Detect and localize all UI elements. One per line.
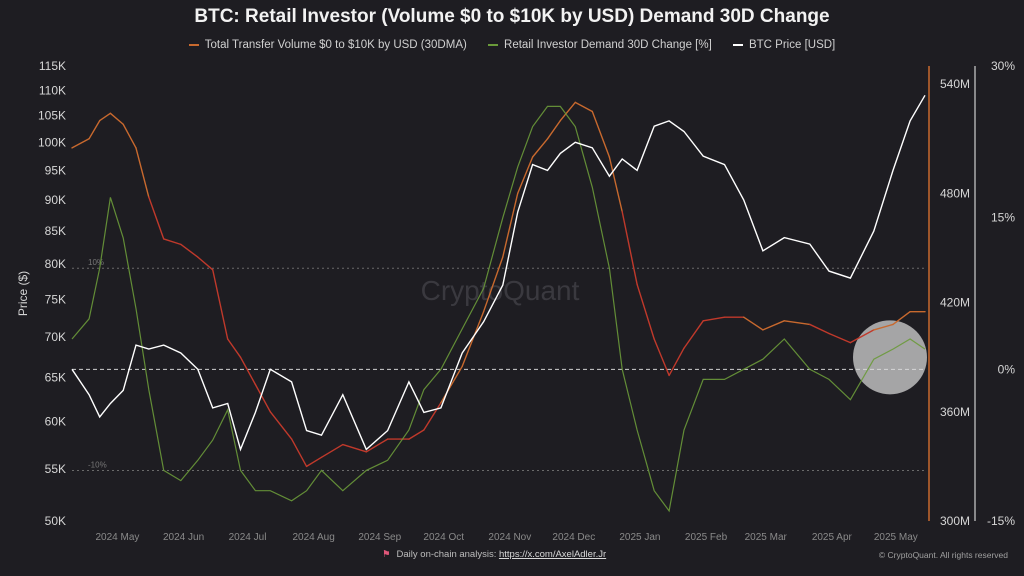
volume-series-segment — [784, 321, 810, 325]
y-tick-price: 115K — [39, 59, 66, 73]
volume-series-segment — [292, 439, 307, 466]
volume-series-segment — [72, 139, 89, 148]
y-tick-price: 85K — [45, 224, 66, 238]
volume-series-segment — [228, 339, 241, 357]
highlight-circle — [853, 320, 927, 394]
x-tick: 2024 Sep — [358, 532, 401, 543]
volume-series-segment — [575, 102, 592, 111]
x-tick: 2025 Feb — [685, 532, 728, 543]
x-tick: 2024 Nov — [488, 532, 531, 543]
volume-series-segment — [609, 157, 622, 212]
y-tick-price: 75K — [45, 293, 66, 307]
price-series-line — [72, 95, 925, 449]
x-tick: 2025 May — [874, 532, 918, 543]
volume-series-segment — [149, 197, 164, 239]
footer-copyright: © CryptoQuant. All rights reserved — [879, 550, 1008, 560]
volume-series-segment — [637, 284, 654, 339]
demand-series-line — [72, 106, 925, 511]
volume-series-segment — [669, 348, 684, 375]
y-tick-price: 100K — [38, 135, 66, 149]
x-tick: 2024 Jun — [163, 532, 204, 543]
reference-label: 10% — [88, 258, 104, 267]
x-tick: 2025 Apr — [812, 532, 853, 543]
y-tick-volume: 300M — [940, 514, 970, 528]
volume-series-segment — [592, 112, 609, 158]
volume-series-segment — [322, 445, 343, 458]
footer-link[interactable]: https://x.com/AxelAdler.Jr — [499, 549, 606, 560]
volume-series-segment — [343, 445, 366, 452]
volume-series-segment — [198, 257, 213, 270]
footer-prefix: Daily on-chain analysis: — [397, 549, 497, 560]
volume-series-segment — [763, 321, 784, 330]
volume-series-segment — [213, 270, 228, 339]
volume-series-segment — [622, 212, 637, 285]
volume-series-segment — [548, 121, 561, 139]
volume-series-segment — [560, 102, 575, 120]
volume-series-segment — [684, 321, 703, 348]
y-tick-price: 65K — [45, 371, 66, 385]
y-tick-price: 110K — [39, 83, 66, 97]
volume-series-segment — [110, 113, 123, 124]
volume-series-segment — [307, 457, 322, 466]
y-tick-price: 90K — [45, 193, 66, 207]
y-tick-volume: 360M — [940, 405, 970, 419]
y-tick-price: 105K — [38, 109, 66, 123]
y-tick-price: 80K — [45, 257, 66, 271]
highlight-layer — [853, 320, 927, 394]
x-tick: 2024 Jul — [229, 532, 267, 543]
volume-series-segment — [744, 317, 763, 330]
x-tick: 2024 Aug — [293, 532, 335, 543]
footer-left: ⚑ Daily on-chain analysis: https://x.com/… — [382, 549, 606, 560]
y-tick-demand: 30% — [991, 59, 1015, 73]
y-tick-demand: -15% — [987, 514, 1015, 528]
y-tick-volume: 480M — [940, 186, 970, 200]
volume-series-segment — [100, 113, 111, 120]
reference-label: -10% — [88, 460, 107, 469]
volume-series-segment — [441, 366, 462, 402]
x-tick: 2025 Mar — [745, 532, 788, 543]
x-tick: 2025 Jan — [619, 532, 660, 543]
volume-series-segment — [409, 430, 424, 439]
y-tick-price: 70K — [45, 330, 66, 344]
volume-series-segment — [181, 244, 198, 257]
x-tick: 2024 Oct — [423, 532, 464, 543]
volume-series-segment — [462, 312, 483, 367]
volume-series-segment — [810, 324, 829, 333]
volume-series-segment — [424, 403, 441, 430]
y-tick-demand: 15% — [991, 211, 1015, 225]
volume-series-segment — [164, 239, 181, 244]
y-tick-demand: 0% — [998, 362, 1016, 376]
volume-series-segment — [240, 357, 255, 384]
y-tick-volume: 540M — [940, 77, 970, 91]
x-tick: 2024 May — [95, 532, 139, 543]
y-tick-price: 55K — [45, 462, 66, 476]
flag-icon: ⚑ — [382, 549, 391, 560]
volume-series-segment — [533, 139, 548, 157]
y-tick-price: 50K — [45, 514, 66, 528]
y-axis-label: Price ($) — [16, 271, 30, 316]
y-tick-price: 60K — [45, 414, 66, 428]
x-tick: 2024 Dec — [552, 532, 595, 543]
volume-series-segment — [703, 317, 724, 321]
y-tick-volume: 420M — [940, 296, 970, 310]
volume-series-segment — [366, 439, 387, 452]
volume-series-segment — [123, 124, 136, 148]
volume-series-segment — [829, 334, 850, 343]
y-tick-price: 95K — [45, 163, 66, 177]
volume-series-segment — [270, 412, 291, 439]
volume-series-segment — [654, 339, 669, 375]
volume-series-segment — [89, 121, 100, 139]
volume-series-segment — [136, 148, 149, 197]
